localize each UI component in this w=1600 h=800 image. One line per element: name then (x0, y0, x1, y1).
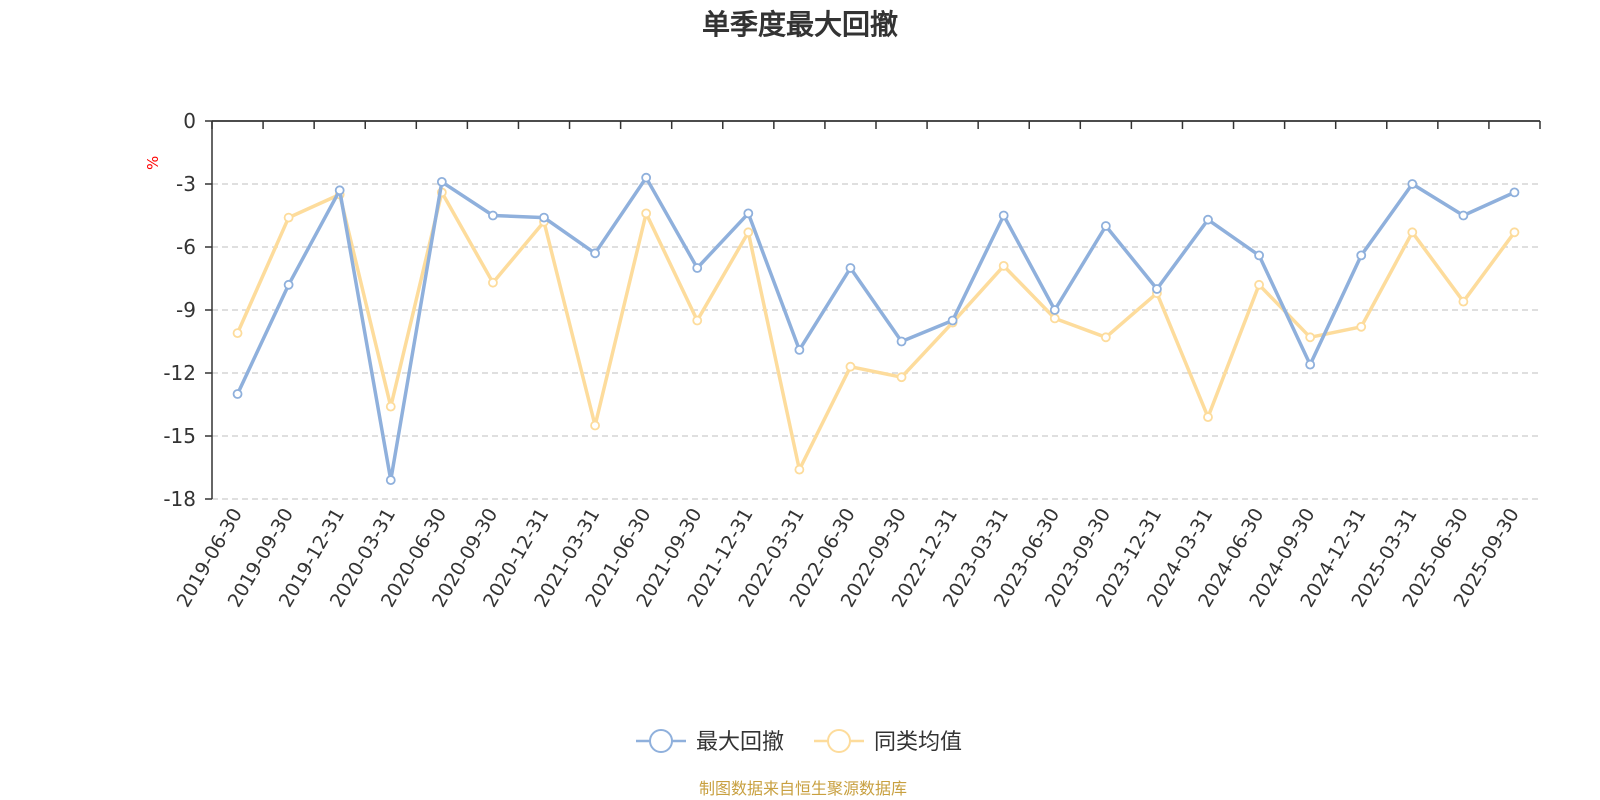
data-point[interactable] (1203, 214, 1213, 225)
legend-marker-icon (649, 729, 673, 753)
data-point[interactable] (1049, 305, 1060, 315)
y-axis: 0 -3 -6 -9 -12 -15 -18 (163, 109, 213, 511)
data-point[interactable] (283, 279, 294, 290)
data-point[interactable] (1509, 187, 1520, 198)
legend-item[interactable]: 同类均值 (814, 729, 962, 755)
data-source-note: 制图数据来自恒生聚源数据库 (699, 779, 907, 798)
data-point[interactable] (896, 372, 907, 383)
data-point[interactable] (1254, 279, 1264, 290)
data-point[interactable] (1203, 412, 1213, 423)
series-line (235, 190, 1516, 472)
data-point[interactable] (590, 420, 600, 431)
data-point[interactable] (436, 176, 447, 187)
data-point[interactable] (1458, 210, 1469, 221)
y-tick-label: -15 (163, 424, 196, 448)
data-point[interactable] (998, 260, 1009, 271)
y-tick-label: 0 (183, 109, 196, 133)
data-point[interactable] (845, 263, 856, 273)
series-line (235, 175, 1516, 482)
data-point[interactable] (1407, 179, 1418, 189)
y-tick-label: -12 (163, 361, 196, 385)
data-point[interactable] (896, 336, 907, 347)
data-point[interactable] (743, 208, 754, 219)
legend-label: 最大回撤 (696, 730, 784, 755)
data-point[interactable] (334, 185, 345, 196)
legend[interactable]: 最大回撤 同类均值 (636, 729, 962, 755)
data-point[interactable] (1152, 284, 1162, 294)
y-axis-unit-label: % (144, 156, 162, 170)
data-point[interactable] (998, 210, 1009, 221)
data-point[interactable] (1356, 321, 1367, 332)
y-tick-label: -9 (176, 298, 196, 322)
data-point[interactable] (385, 475, 396, 486)
data-point[interactable] (692, 263, 703, 273)
y-tick-label: -6 (176, 235, 196, 259)
data-point[interactable] (743, 227, 754, 238)
data-point[interactable] (488, 277, 498, 288)
data-point[interactable] (283, 212, 294, 223)
chart-title: 单季度最大回撤 (702, 8, 898, 41)
data-point[interactable] (488, 210, 498, 221)
y-tick-label: -18 (163, 487, 196, 511)
x-axis: 2019-06-302019-09-302019-12-312020-03-31… (173, 120, 1541, 611)
data-point[interactable] (1458, 296, 1469, 307)
data-point[interactable] (539, 212, 549, 223)
data-point[interactable] (1100, 332, 1111, 343)
data-point[interactable] (1305, 332, 1316, 343)
data-point[interactable] (845, 361, 856, 372)
series-0 (232, 172, 1520, 486)
data-point[interactable] (1509, 227, 1520, 238)
data-point[interactable] (641, 208, 652, 219)
data-point[interactable] (232, 389, 243, 399)
legend-label: 同类均值 (874, 730, 962, 755)
data-point[interactable] (794, 464, 805, 475)
data-point[interactable] (692, 315, 703, 326)
gridlines (212, 183, 1540, 500)
data-point[interactable] (641, 172, 652, 183)
data-point[interactable] (794, 344, 805, 355)
legend-marker-icon (827, 729, 851, 753)
data-point[interactable] (1049, 313, 1060, 324)
data-point[interactable] (947, 315, 958, 326)
data-point[interactable] (590, 248, 600, 259)
data-point[interactable] (1100, 221, 1111, 231)
legend-item[interactable]: 最大回撤 (636, 729, 784, 755)
data-point[interactable] (1407, 227, 1418, 238)
data-point[interactable] (1305, 359, 1316, 370)
data-point[interactable] (385, 401, 396, 412)
data-point[interactable] (232, 328, 243, 339)
data-point[interactable] (1356, 250, 1367, 261)
series-lines (232, 172, 1520, 486)
data-point[interactable] (1254, 250, 1264, 261)
y-tick-label: -3 (176, 172, 196, 196)
